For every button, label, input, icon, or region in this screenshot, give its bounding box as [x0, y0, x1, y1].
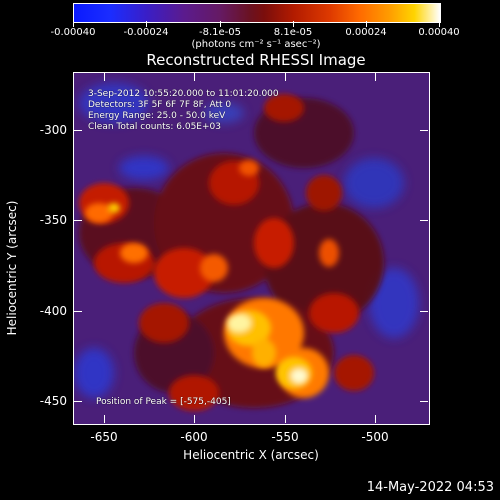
colorbar-tick-label: -0.00040 [50, 27, 96, 38]
colorbar-tick [220, 21, 221, 27]
x-tick [194, 415, 195, 423]
x-tick [194, 73, 195, 81]
x-tick-label: -500 [361, 430, 389, 444]
y-tick [74, 130, 82, 131]
x-tick [104, 415, 105, 423]
plot-title: Reconstructed RHESSI Image [146, 51, 366, 69]
x-tick [375, 415, 376, 423]
colorbar-tick-label: 0.00024 [345, 27, 387, 38]
y-tick [420, 130, 428, 131]
x-tick [285, 73, 286, 81]
y-tick-label: -450 [39, 394, 67, 408]
y-tick [420, 401, 428, 402]
energy-range-text: Energy Range: 25.0 - 50.0 keV [88, 111, 226, 121]
x-axis-label: Heliocentric X (arcsec) [183, 448, 319, 462]
colorbar-tick [146, 21, 147, 27]
colorbar-tick [293, 21, 294, 27]
x-tick [375, 73, 376, 81]
hxr-image [74, 73, 429, 424]
x-tick-label: -600 [180, 430, 208, 444]
detectors-text: Detectors: 3F 5F 6F 7F 8F, Att 0 [88, 100, 232, 110]
y-axis-label: Heliocentric Y (arcsec) [5, 200, 19, 336]
colorbar-tick [73, 21, 74, 27]
y-tick-label: -300 [39, 123, 67, 137]
clean-counts-text: Clean Total counts: 6.05E+03 [88, 122, 221, 132]
timestamp: 14-May-2022 04:53 [366, 480, 494, 495]
y-tick [420, 220, 428, 221]
colorbar-tick-label: -8.1e-05 [199, 27, 241, 38]
x-tick-label: -650 [90, 430, 118, 444]
colorbar-units-label: (photons cm⁻² s⁻¹ asec⁻²) [191, 39, 321, 50]
colorbar [73, 3, 441, 23]
x-tick [285, 415, 286, 423]
x-tick-label: -550 [271, 430, 299, 444]
y-tick-label: -400 [39, 304, 67, 318]
y-tick [420, 311, 428, 312]
colorbar-tick-label: -0.00024 [123, 27, 169, 38]
peak-position-text: Position of Peak = [-575,-405] [96, 397, 231, 407]
y-tick [74, 220, 82, 221]
y-tick [74, 401, 82, 402]
y-tick-label: -350 [39, 213, 67, 227]
colorbar-tick-label: 0.00040 [418, 27, 460, 38]
x-tick [104, 73, 105, 81]
colorbar-tick [366, 21, 367, 27]
y-tick [74, 311, 82, 312]
colorbar-tick [439, 21, 440, 27]
colorbar-tick-label: 8.1e-05 [273, 27, 313, 38]
image-panel: 3-Sep-2012 10:55:20.000 to 11:01:20.000 … [73, 72, 430, 425]
time-range-text: 3-Sep-2012 10:55:20.000 to 11:01:20.000 [88, 89, 279, 99]
